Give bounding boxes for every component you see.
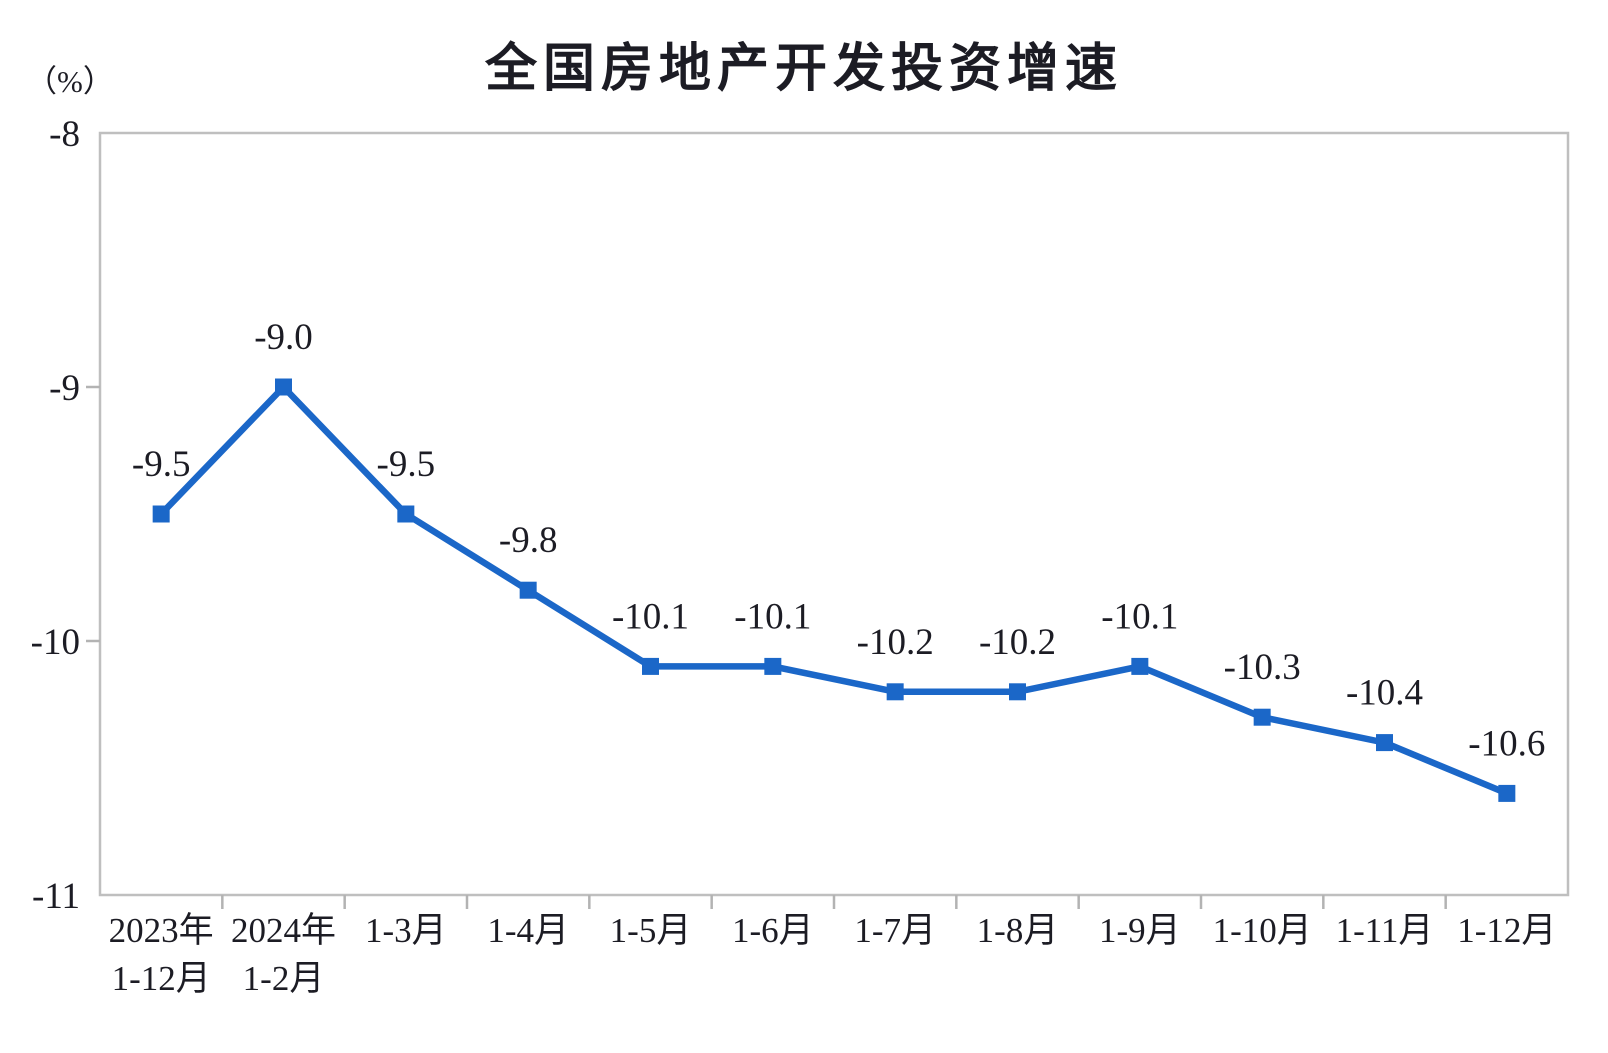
data-point-label: -9.0 <box>254 317 313 358</box>
data-point-marker <box>1498 784 1516 802</box>
y-axis-tick-label: -11 <box>32 876 80 917</box>
x-axis-category-label: 1-6月 <box>732 911 814 950</box>
y-axis-tick-label: -10 <box>31 622 80 663</box>
x-axis-category-label: 1-5月 <box>610 911 692 950</box>
data-point-marker <box>1253 708 1271 726</box>
data-point-label: -10.1 <box>1101 596 1178 637</box>
y-axis-unit-label: （%） <box>26 64 114 99</box>
data-point-label: -10.4 <box>1346 673 1423 714</box>
data-point-marker <box>764 657 782 675</box>
chart-title: 全国房地产开发投资增速 <box>484 40 1123 98</box>
data-point-marker <box>1131 657 1149 675</box>
x-axis-category-label: 1-12月 <box>1457 911 1556 950</box>
data-point-label: -10.2 <box>979 622 1056 663</box>
y-axis-tick-label: -8 <box>49 114 80 155</box>
data-point-marker <box>1009 683 1026 701</box>
data-point-marker <box>886 683 904 701</box>
data-point-label: -10.3 <box>1224 647 1301 688</box>
x-axis-category-label: 1-4月 <box>487 911 569 950</box>
data-point-label: -10.1 <box>734 596 811 637</box>
x-axis-category-label: 1-2月 <box>243 959 325 998</box>
data-point-label: -9.5 <box>377 444 436 485</box>
x-axis-category-label: 1-10月 <box>1213 911 1312 950</box>
x-axis-category-label: 1-3月 <box>365 911 447 950</box>
data-point-label: -10.2 <box>857 622 934 663</box>
data-point-marker <box>519 581 537 599</box>
data-point-marker <box>152 505 170 523</box>
data-point-label: -10.6 <box>1468 723 1545 764</box>
plot-border <box>98 131 1570 897</box>
data-point-label: -10.1 <box>612 596 689 637</box>
x-axis-category-label: 2023年 <box>109 911 214 950</box>
data-point-label: -9.8 <box>499 520 558 561</box>
x-axis-category-label: 1-9月 <box>1099 911 1181 950</box>
y-axis-tick-label: -9 <box>49 368 80 409</box>
data-point-marker <box>275 378 292 396</box>
data-point-marker <box>1376 734 1393 752</box>
x-axis-category-label: 2024年 <box>231 911 336 950</box>
data-point-marker <box>397 505 415 523</box>
x-axis-category-label: 1-7月 <box>854 911 936 950</box>
x-axis-category-label: 1-8月 <box>977 911 1059 950</box>
x-axis-category-label: 1-12月 <box>112 959 211 998</box>
x-axis-category-label: 1-11月 <box>1336 911 1434 950</box>
data-point-label: -9.5 <box>132 444 191 485</box>
data-line <box>158 382 1509 797</box>
data-point-marker <box>642 657 659 675</box>
